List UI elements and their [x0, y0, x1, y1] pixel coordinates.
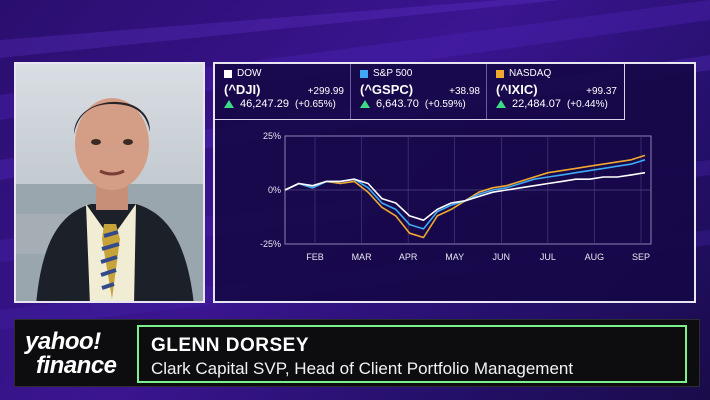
ticker-percent: (+0.44%)	[566, 98, 608, 110]
up-arrow-icon	[360, 100, 370, 108]
series-line-nasdaq	[284, 154, 646, 239]
logo-line2: finance	[36, 352, 117, 379]
y-tick-label: 0%	[268, 185, 281, 195]
x-tick-label: JUN	[493, 252, 511, 262]
y-tick-label: 25%	[263, 131, 281, 141]
lower-third: yahoo! finance GLENN DORSEY Clark Capita…	[14, 319, 700, 387]
ticker-percent: (+0.65%)	[294, 98, 336, 110]
ticker-symbol: (^IXIC)	[496, 82, 538, 97]
series-line-dow	[284, 171, 646, 221]
ticker-symbol: (^GSPC)	[360, 82, 414, 97]
up-arrow-icon	[496, 100, 506, 108]
sp500-swatch	[360, 70, 368, 78]
guest-name: GLENN DORSEY	[151, 335, 310, 356]
x-tick-label: AUG	[585, 252, 605, 262]
x-tick-label: MAY	[445, 252, 464, 262]
ticker-nasdaq: NASDAQ (^IXIC) +99.37 22,484.07 (+0.44%)	[487, 64, 623, 119]
ticker-change: +99.37	[586, 86, 617, 97]
nasdaq-swatch	[496, 70, 504, 78]
ticker-price: 22,484.07	[512, 98, 561, 110]
ticker-sp500: S&P 500 (^GSPC) +38.98 6,643.70 (+0.59%)	[351, 64, 487, 119]
x-tick-label: APR	[399, 252, 418, 262]
dow-swatch	[224, 70, 232, 78]
ticker-price: 6,643.70	[376, 98, 419, 110]
ticker-dow: DOW (^DJI) +299.99 46,247.29 (+0.65%)	[215, 64, 351, 119]
x-tick-label: SEP	[632, 252, 650, 262]
nameplate: GLENN DORSEY Clark Capital SVP, Head of …	[137, 325, 687, 383]
guest-title: Clark Capital SVP, Head of Client Portfo…	[151, 359, 574, 378]
ticker-index: S&P 500	[373, 68, 413, 79]
market-panel: DOW (^DJI) +299.99 46,247.29 (+0.65%) S&P…	[213, 62, 696, 303]
ticker-price: 46,247.29	[240, 98, 289, 110]
performance-chart: 25% 0% -25% FEB MAR APR MAY JUN JUL AUG SEP	[260, 131, 652, 262]
speaker-video	[14, 62, 205, 303]
ticker-change: +299.99	[307, 86, 344, 97]
ticker-symbol: (^DJI)	[224, 82, 261, 97]
series-line-s-p-500	[284, 159, 646, 230]
yahoo-finance-logo: yahoo! finance	[25, 330, 145, 378]
ticker-change: +38.98	[449, 86, 480, 97]
ticker-strip: DOW (^DJI) +299.99 46,247.29 (+0.65%) S&P…	[215, 64, 625, 120]
x-tick-label: MAR	[352, 252, 373, 262]
ticker-percent: (+0.59%)	[424, 98, 466, 110]
ticker-index: NASDAQ	[509, 68, 552, 79]
x-tick-label: FEB	[306, 252, 324, 262]
y-tick-label: -25%	[260, 239, 281, 249]
up-arrow-icon	[224, 100, 234, 108]
x-tick-label: JUL	[540, 252, 556, 262]
logo-line1: yahoo!	[25, 328, 101, 355]
speaker-portrait	[16, 98, 203, 301]
ticker-index: DOW	[237, 68, 262, 79]
